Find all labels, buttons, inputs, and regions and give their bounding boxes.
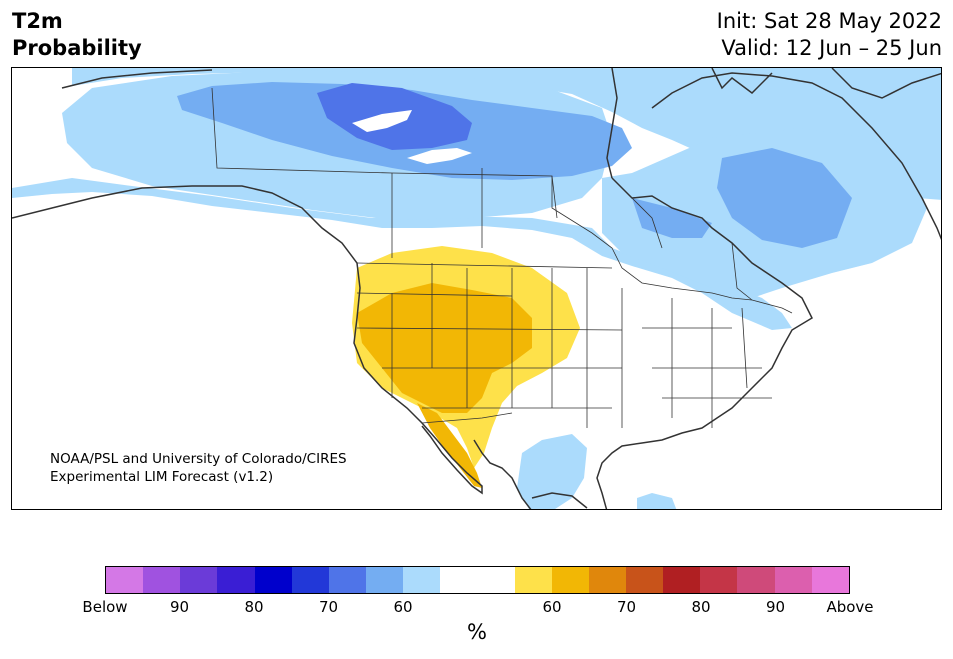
color-swatch — [254, 567, 292, 593]
color-swatch — [811, 567, 849, 593]
below-normal-70-region — [717, 148, 852, 248]
unit-label: % — [467, 620, 487, 644]
color-swatch — [217, 567, 255, 593]
above-normal-70-region — [357, 283, 532, 413]
color-swatch — [588, 567, 626, 593]
scale-tick-label: 80 — [691, 598, 711, 616]
scale-tick-label: 70 — [616, 598, 637, 616]
credit-line-2: Experimental LIM Forecast (v1.2) — [50, 469, 274, 485]
color-scale-bar — [105, 566, 850, 594]
color-swatch — [551, 567, 589, 593]
title-line-2: Probability — [12, 36, 142, 60]
scale-tick-label: Above — [826, 598, 874, 616]
scale-tick-label: 90 — [765, 598, 786, 616]
scale-tick-label: 80 — [244, 598, 264, 616]
color-swatch — [737, 567, 775, 593]
color-swatch — [663, 567, 701, 593]
lake-region — [352, 110, 412, 132]
credit-line-1: NOAA/PSL and University of Colorado/CIRE… — [50, 451, 347, 467]
color-swatch — [106, 567, 144, 593]
scale-tick-label: 70 — [318, 598, 339, 616]
scale-tick-label: 60 — [393, 598, 413, 616]
coastlines — [12, 68, 941, 509]
scale-tick-label: 90 — [169, 598, 190, 616]
color-swatch — [700, 567, 738, 593]
color-scale-labels: Below 90 80 70 60 60 70 80 90 Above — [0, 598, 953, 618]
color-swatch — [143, 567, 181, 593]
below-normal-60-region — [12, 68, 941, 330]
color-swatch — [774, 567, 812, 593]
color-swatch — [403, 567, 441, 593]
credit-text: NOAA/PSL and University of Colorado/CIRE… — [50, 450, 347, 486]
color-swatch — [514, 567, 552, 593]
color-swatch — [328, 567, 366, 593]
color-swatch — [365, 567, 404, 593]
color-swatch — [477, 567, 515, 593]
political-borders — [211, 87, 793, 428]
below-normal-60-region — [637, 493, 677, 509]
color-swatch — [625, 567, 664, 593]
north-america-map — [12, 68, 941, 509]
below-normal-60-region — [517, 434, 587, 509]
color-swatch — [440, 567, 478, 593]
below-normal-70-region — [632, 198, 712, 238]
valid-date: Valid: 12 Jun – 25 Jun — [721, 36, 942, 60]
color-swatch — [180, 567, 218, 593]
map-panel: NOAA/PSL and University of Colorado/CIRE… — [11, 67, 942, 510]
map-title: T2m Probability — [12, 8, 142, 62]
init-date: Init: Sat 28 May 2022 — [716, 9, 942, 33]
scale-tick-label: 60 — [542, 598, 562, 616]
color-swatch — [291, 567, 329, 593]
scale-tick-label: Below — [82, 598, 128, 616]
title-line-1: T2m — [12, 9, 63, 33]
forecast-dates: Init: Sat 28 May 2022 Valid: 12 Jun – 25… — [717, 8, 942, 62]
above-normal-70-region — [417, 403, 482, 488]
lake-region — [407, 148, 472, 164]
